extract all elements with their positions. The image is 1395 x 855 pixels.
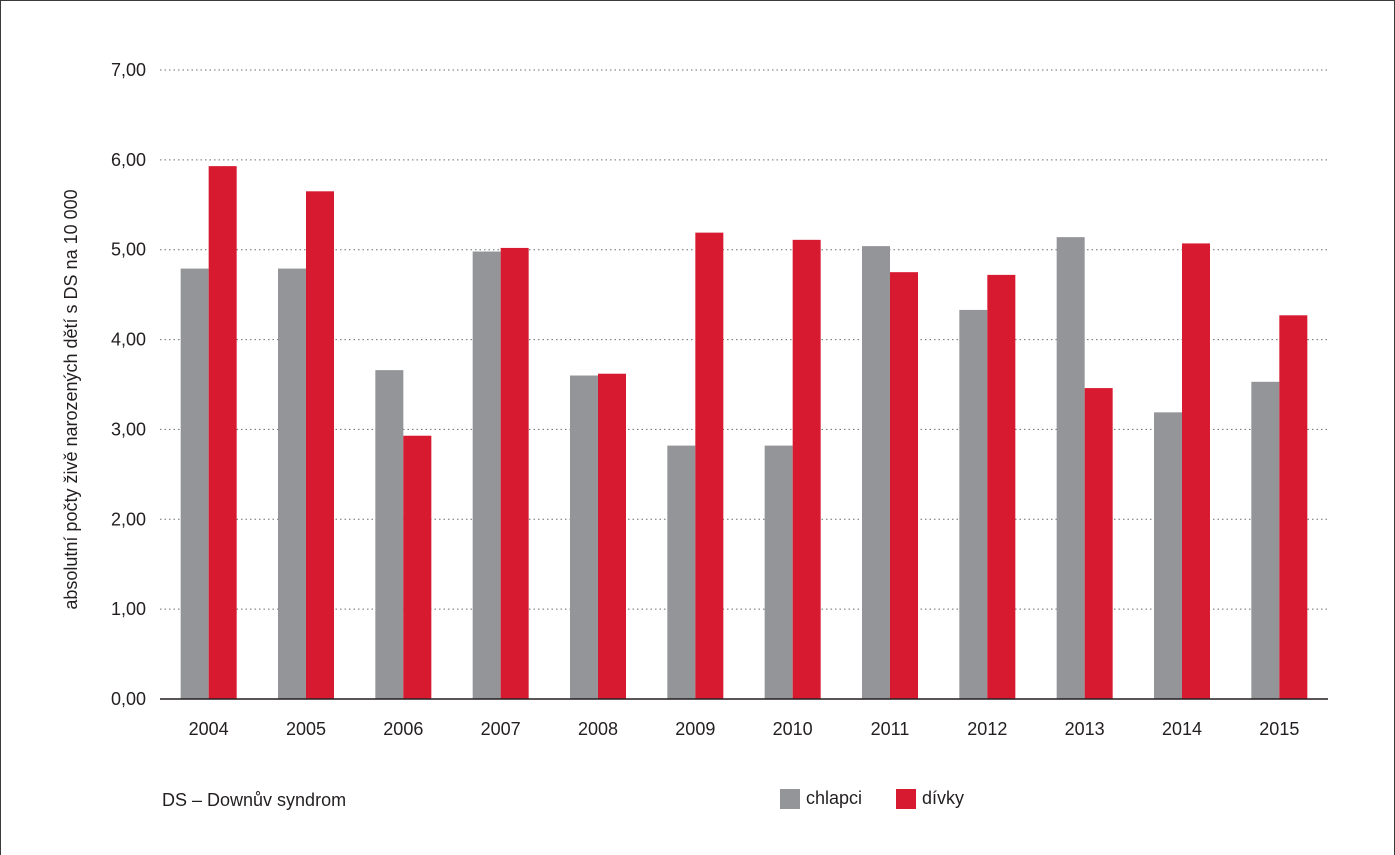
x-tick-label: 2012 [967,719,1007,739]
x-tick-label: 2014 [1162,719,1202,739]
y-tick-label: 5,00 [111,240,146,260]
bar-chlapci-2005 [278,268,306,699]
bar-chlapci-2011 [862,246,890,699]
y-axis-ticks: 0,00 1,00 2,00 3,00 4,00 5,00 6,00 7,00 [111,60,146,709]
x-tick-label: 2007 [481,719,521,739]
bar-divky-2008 [598,373,626,699]
bar-divky-2007 [500,247,529,699]
bar-divky-2010 [792,239,821,699]
y-axis-label: absolutní počty živě narozených dětí s D… [61,189,81,609]
footnote: DS – Downův syndrom [162,790,347,810]
y-tick-label: 3,00 [111,419,146,439]
bar-divky-2009 [695,232,724,700]
bar-divky-2013 [1084,388,1113,699]
legend-swatch-chlapci [780,788,800,809]
bar-chlapci-2012 [959,309,988,699]
legend-label-divky: dívky [922,788,965,808]
x-tick-label: 2009 [675,719,715,739]
x-axis-ticks: 2004 2005 2006 2007 2008 2009 2010 2011 2012 2013… [189,719,1300,739]
bar-divky-2014 [1182,243,1210,699]
x-tick-label: 2005 [286,719,326,739]
legend: chlapci dívky [780,788,998,809]
x-tick-label: 2011 [871,719,910,739]
bar-chlapci-2007 [472,251,501,700]
bar-divky-2012 [987,274,1016,699]
x-tick-label: 2010 [773,719,813,739]
y-tick-label: 4,00 [111,330,146,350]
x-tick-label: 2008 [578,719,618,739]
bar-divky-2005 [306,191,334,700]
bar-chlapci-2008 [570,375,598,699]
bar-divky-2006 [403,435,432,699]
bar-chlapci-2006 [375,370,404,699]
x-tick-label: 2015 [1259,719,1299,739]
bar-chlapci-2004 [180,268,209,699]
x-tick-label: 2006 [383,719,423,739]
y-tick-label: 0,00 [111,689,146,709]
x-tick-label: 2004 [189,719,229,739]
legend-label-chlapci: chlapci [806,788,863,808]
bar-divky-2004 [208,166,237,699]
y-tick-label: 7,00 [111,60,146,80]
bar-chlapci-2010 [764,445,793,699]
legend-item-divky: dívky [896,788,964,809]
bar-chlapci-2015 [1251,381,1280,699]
bar-chlapci-2009 [667,445,696,699]
y-tick-label: 1,00 [111,599,146,619]
y-tick-label: 2,00 [111,509,146,529]
bar-divky-2015 [1279,315,1308,699]
legend-item-chlapci: chlapci [780,788,862,809]
x-tick-label: 2013 [1065,719,1105,739]
bar-chlapci-2013 [1056,237,1085,700]
bar-divky-2011 [890,272,918,699]
gridlines [160,69,1328,610]
legend-swatch-divky [896,788,917,809]
bar-chlapci-2014 [1154,412,1182,699]
y-tick-label: 6,00 [111,150,146,170]
bars [180,166,1308,700]
